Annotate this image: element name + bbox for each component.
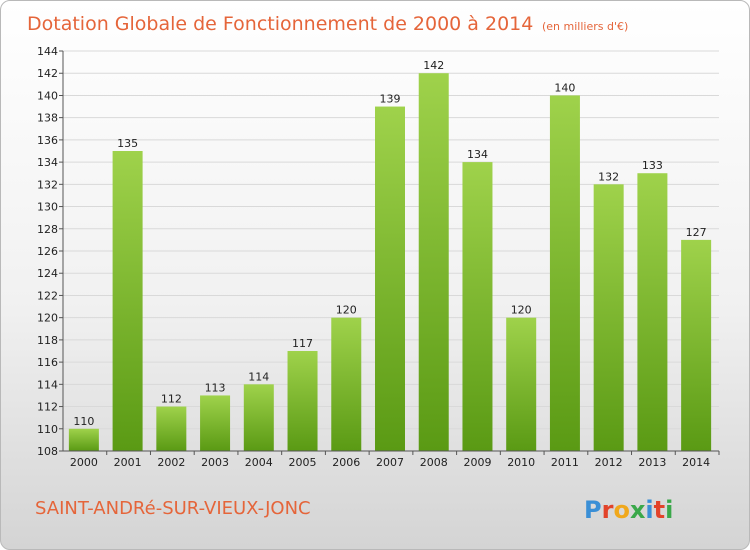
bar-2005 bbox=[287, 351, 318, 451]
y-tick-label: 124 bbox=[37, 267, 58, 280]
data-label-2012: 132 bbox=[598, 170, 619, 183]
x-tick-label-2014: 2014 bbox=[682, 456, 710, 469]
x-tick-label-2003: 2003 bbox=[201, 456, 229, 469]
proxiti-logo: Proxiti bbox=[584, 496, 673, 524]
x-tick-label-2009: 2009 bbox=[463, 456, 491, 469]
chart-title: Dotation Globale de Fonctionnement de 20… bbox=[27, 13, 533, 35]
y-tick-label: 140 bbox=[37, 89, 58, 102]
data-label-2001: 135 bbox=[117, 137, 138, 150]
bar-2004 bbox=[243, 384, 274, 451]
x-tick-label-2007: 2007 bbox=[376, 456, 404, 469]
bar-2002 bbox=[156, 406, 187, 451]
bar-2006 bbox=[331, 317, 362, 451]
bar-2012 bbox=[593, 184, 624, 452]
data-label-2007: 139 bbox=[380, 93, 401, 106]
data-label-2013: 133 bbox=[642, 159, 663, 172]
data-label-2003: 113 bbox=[205, 381, 226, 394]
data-label-2004: 114 bbox=[248, 370, 269, 383]
commune-name: SAINT-ANDRé-SUR-VIEUX-JONC bbox=[35, 498, 311, 519]
data-label-2009: 134 bbox=[467, 148, 488, 161]
data-label-2010: 120 bbox=[511, 304, 532, 317]
y-tick-label: 120 bbox=[37, 312, 58, 325]
y-tick-label: 136 bbox=[37, 134, 58, 147]
y-tick-label: 118 bbox=[37, 334, 58, 347]
y-tick-label: 134 bbox=[37, 156, 58, 169]
x-tick-label-2012: 2012 bbox=[595, 456, 623, 469]
x-tick-label-2001: 2001 bbox=[114, 456, 142, 469]
x-tick-label-2005: 2005 bbox=[289, 456, 317, 469]
y-tick-label: 116 bbox=[37, 356, 58, 369]
bar-2001 bbox=[112, 151, 143, 451]
data-label-2011: 140 bbox=[554, 81, 575, 94]
y-tick-label: 110 bbox=[37, 423, 58, 436]
y-tick-label: 130 bbox=[37, 201, 58, 214]
y-tick-label: 128 bbox=[37, 223, 58, 236]
y-tick-label: 122 bbox=[37, 289, 58, 302]
axes: 1081101121141161181201221241261281301321… bbox=[37, 45, 720, 469]
x-tick-label-2002: 2002 bbox=[157, 456, 185, 469]
y-tick-label: 108 bbox=[37, 445, 58, 458]
x-tick-label-2000: 2000 bbox=[70, 456, 98, 469]
data-label-2014: 127 bbox=[686, 226, 707, 239]
x-tick-label-2004: 2004 bbox=[245, 456, 273, 469]
bar-2008 bbox=[418, 73, 449, 451]
bar-2003 bbox=[200, 395, 231, 451]
x-tick-label-2010: 2010 bbox=[507, 456, 535, 469]
bar-2011 bbox=[549, 95, 580, 451]
x-tick-label-2008: 2008 bbox=[420, 456, 448, 469]
x-tick-label-2013: 2013 bbox=[638, 456, 666, 469]
bar-2014 bbox=[681, 239, 712, 451]
y-tick-label: 132 bbox=[37, 178, 58, 191]
y-tick-label: 138 bbox=[37, 112, 58, 125]
y-tick-label: 114 bbox=[37, 378, 58, 391]
x-tick-label-2006: 2006 bbox=[332, 456, 360, 469]
data-label-2000: 110 bbox=[73, 415, 94, 428]
y-tick-label: 126 bbox=[37, 245, 58, 258]
chart-unit: (en milliers d'€) bbox=[542, 20, 628, 33]
data-label-2006: 120 bbox=[336, 304, 357, 317]
bar-2010 bbox=[506, 317, 537, 451]
bar-2013 bbox=[637, 173, 668, 451]
y-tick-label: 144 bbox=[37, 45, 58, 58]
data-label-2005: 117 bbox=[292, 337, 313, 350]
bar-2007 bbox=[375, 106, 405, 452]
bar-2009 bbox=[462, 162, 493, 451]
bar-2000 bbox=[68, 428, 99, 451]
y-tick-label: 112 bbox=[37, 401, 58, 414]
bars: 110 135 112 113 114 117 120 139 142 134 120 140 132 1… bbox=[68, 59, 712, 452]
y-tick-label: 142 bbox=[37, 67, 58, 80]
data-label-2008: 142 bbox=[423, 59, 444, 72]
x-tick-label-2011: 2011 bbox=[551, 456, 579, 469]
data-label-2002: 112 bbox=[161, 393, 182, 406]
